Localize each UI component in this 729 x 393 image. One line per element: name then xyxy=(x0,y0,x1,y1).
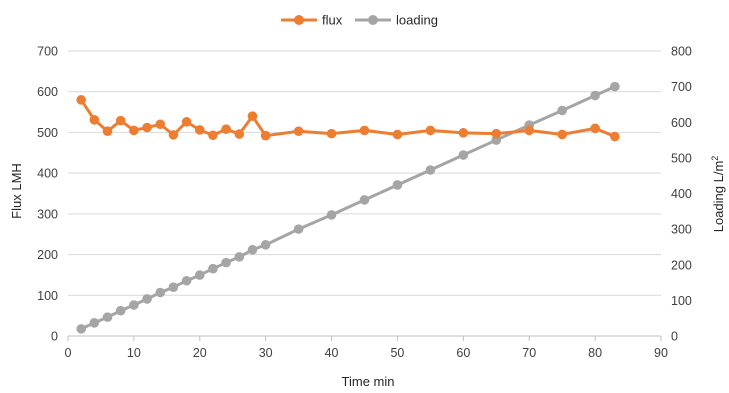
data-point-loading xyxy=(89,318,100,328)
y2-tick-label: 100 xyxy=(671,294,692,308)
legend-label-loading: loading xyxy=(396,13,438,28)
y-axis-title: Flux LMH xyxy=(9,163,24,219)
y2-axis-title-superscript: 2 xyxy=(710,156,720,161)
data-point-loading xyxy=(208,263,218,274)
y-tick-label: 300 xyxy=(37,207,58,221)
legend-marker-flux xyxy=(294,15,304,25)
data-point-loading xyxy=(458,150,469,160)
x-axis-ticks: 0 10 20 30 40 50 60 70 80 90 xyxy=(65,336,668,360)
data-point-flux xyxy=(524,125,535,136)
y2-axis-ticks: 0 100 200 300 400 500 600 700 800 xyxy=(671,45,692,344)
data-point-flux xyxy=(102,126,113,137)
data-point-flux xyxy=(89,115,100,125)
data-point-flux xyxy=(392,129,403,140)
data-point-flux xyxy=(491,128,502,139)
data-point-loading xyxy=(590,90,600,101)
y-tick-label: 600 xyxy=(37,85,58,99)
data-point-loading xyxy=(247,244,258,255)
data-point-flux xyxy=(115,115,126,126)
data-point-flux xyxy=(221,124,231,134)
x-tick-label: 50 xyxy=(390,346,404,360)
x-tick-label: 60 xyxy=(456,346,470,360)
data-point-loading xyxy=(102,312,113,322)
data-point-loading xyxy=(610,81,620,92)
y-tick-label: 0 xyxy=(51,330,58,344)
data-point-loading xyxy=(168,282,179,292)
legend-marker-loading xyxy=(368,15,378,25)
data-point-flux xyxy=(76,95,86,105)
data-point-loading xyxy=(359,195,370,205)
x-tick-label: 30 xyxy=(259,346,273,360)
data-point-flux xyxy=(425,125,436,136)
data-point-flux xyxy=(181,117,192,127)
data-point-loading xyxy=(260,240,271,250)
y2-tick-label: 400 xyxy=(671,187,692,201)
data-point-flux xyxy=(142,122,152,133)
data-point-loading xyxy=(155,287,166,298)
data-point-flux xyxy=(458,128,469,138)
y2-tick-label: 0 xyxy=(671,330,678,344)
series-flux xyxy=(76,95,620,142)
data-point-flux xyxy=(208,130,218,141)
y-tick-label: 100 xyxy=(37,289,58,303)
x-tick-label: 90 xyxy=(654,346,668,360)
data-point-flux xyxy=(234,129,245,139)
data-point-flux xyxy=(359,125,370,136)
y-tick-label: 500 xyxy=(37,126,58,140)
y2-tick-label: 600 xyxy=(671,116,692,130)
data-point-loading xyxy=(76,324,86,334)
y-tick-label: 700 xyxy=(37,45,58,59)
data-point-flux xyxy=(155,119,166,130)
data-point-loading xyxy=(557,105,567,116)
x-axis-title: Time min xyxy=(342,374,395,389)
data-point-flux xyxy=(260,130,271,141)
y2-tick-label: 500 xyxy=(671,151,692,165)
x-tick-label: 20 xyxy=(193,346,207,360)
legend: flux loading xyxy=(281,13,438,28)
data-point-loading xyxy=(221,257,231,268)
data-point-flux xyxy=(293,126,304,137)
y2-axis-title: Loading L/m2 xyxy=(710,156,726,233)
x-tick-label: 40 xyxy=(325,346,339,360)
y2-tick-label: 200 xyxy=(671,258,692,272)
gridlines xyxy=(68,50,661,296)
data-point-flux xyxy=(194,125,205,135)
data-point-loading xyxy=(425,165,436,175)
data-point-loading xyxy=(293,224,304,234)
y2-axis-title-main: Loading L/m xyxy=(711,161,726,233)
data-point-loading xyxy=(115,305,126,316)
series-line-flux xyxy=(79,99,616,138)
x-tick-label: 0 xyxy=(65,346,72,360)
data-point-loading xyxy=(142,294,152,304)
series-loading xyxy=(76,81,620,334)
x-tick-label: 10 xyxy=(127,346,141,360)
data-point-loading xyxy=(194,270,205,280)
x-tick-label: 70 xyxy=(522,346,536,360)
y-tick-label: 200 xyxy=(37,248,58,262)
y-tick-label: 400 xyxy=(37,167,58,181)
legend-label-flux: flux xyxy=(322,13,343,28)
data-point-flux xyxy=(557,129,567,140)
data-point-flux xyxy=(590,123,600,134)
data-point-flux xyxy=(168,130,179,140)
legend-item-flux: flux xyxy=(281,13,343,28)
y-axis-ticks: 0 100 200 300 400 500 600 700 xyxy=(37,45,58,344)
y2-tick-label: 800 xyxy=(671,45,692,59)
data-point-loading xyxy=(129,300,139,310)
data-point-loading xyxy=(392,180,403,190)
y2-tick-label: 300 xyxy=(671,223,692,237)
x-tick-label: 80 xyxy=(588,346,602,360)
data-point-loading xyxy=(181,275,192,286)
data-point-flux xyxy=(247,111,258,121)
data-point-flux xyxy=(129,125,139,136)
y2-tick-label: 700 xyxy=(671,80,692,94)
data-point-flux xyxy=(326,128,337,139)
legend-item-loading: loading xyxy=(355,13,438,28)
data-point-flux xyxy=(610,131,620,142)
data-point-loading xyxy=(234,252,245,262)
data-point-loading xyxy=(326,210,337,220)
